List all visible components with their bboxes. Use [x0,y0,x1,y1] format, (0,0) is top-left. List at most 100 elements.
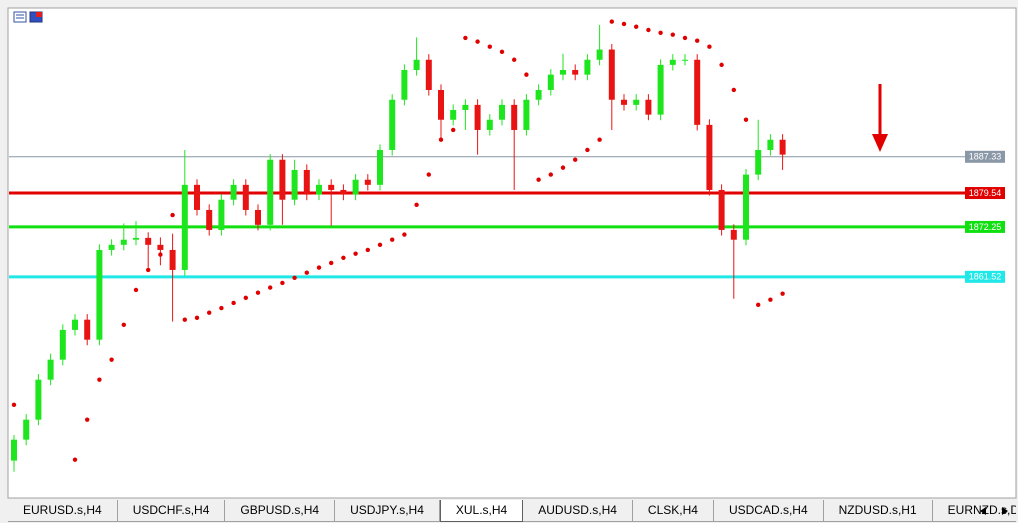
sar-dot [487,44,492,49]
candle-body [694,59,701,125]
candle-body [560,69,566,75]
sar-dot [426,172,431,177]
sar-dot [11,402,17,407]
candle-body [438,89,444,120]
price-label-box [965,187,1005,200]
chart-tab[interactable]: EURUSD.s,H4 [8,500,118,522]
candle-body [755,149,762,175]
sar-dot [85,417,90,422]
sar-dot [707,44,712,49]
candle-body [206,209,213,230]
candle-body [169,249,176,270]
sar-dot [133,287,139,293]
candle-body [633,99,640,105]
candle-body [47,359,54,380]
sar-dot [414,202,419,208]
candle-body [511,104,518,130]
sar-dot [231,300,236,306]
tab-scroll[interactable] [974,502,1014,520]
chart-tab[interactable]: CLSK,H4 [632,500,714,522]
sar-dot [768,297,773,302]
sar-dot [451,127,456,133]
candle-body [682,59,688,61]
candle-body [425,59,432,90]
candle-body [218,199,225,230]
candle-body [316,184,322,195]
candle-body [486,119,493,130]
sar-dot [243,295,248,301]
sar-dot [97,377,102,382]
chart-tab[interactable]: USDJPY.s,H4 [335,500,440,522]
sar-dot [207,310,212,315]
sar-dot [658,30,663,35]
candle-body [279,159,286,200]
sar-dot [573,157,578,162]
sar-dot [402,232,407,237]
candle-body [608,49,615,100]
sar-dot [524,72,529,77]
candle-body [669,59,676,65]
chart-tab[interactable]: GBPUSD.s,H4 [225,500,336,522]
candle-body [462,104,469,110]
sar-dot [695,38,700,43]
candle-body [657,64,664,115]
candle-body [328,184,335,190]
candle-body [352,179,359,195]
candle-body [547,74,554,90]
candle-body [499,104,505,120]
sar-dot [329,260,334,266]
chart-area [7,7,1017,499]
candle-body [401,69,408,100]
scroll-left[interactable] [980,507,986,515]
sar-dot [731,87,736,93]
candle-body [364,179,371,185]
candle-body [645,99,652,115]
candle-body [303,169,310,195]
sar-dot [597,137,602,142]
chart-tab[interactable]: AUDUSD.s,H4 [523,500,633,522]
candle-body [120,239,127,245]
sar-dot [512,57,517,62]
candle-body [340,189,347,195]
price-label-box [965,150,1005,163]
sar-dot [682,35,688,41]
candle-body [194,184,200,210]
sar-dot [268,285,273,290]
candle-body [145,237,152,245]
sar-dot [475,39,480,44]
chart-tab[interactable]: EURNZD.s,Daily [932,500,1016,522]
chart-tab[interactable]: USDCHF.s,H4 [117,500,226,522]
candle-body [96,249,103,340]
chart-tab[interactable]: USDCAD.s,H4 [713,500,824,522]
candle-body [11,439,17,461]
sar-dot [255,290,261,295]
sar-dot [365,247,370,253]
candle-body [242,184,249,210]
candle-body [706,124,713,190]
candle-body [523,99,530,130]
candle-body [59,329,66,360]
plot: 1887.33 1879.54 1872.25 1861.52 [9,19,1005,472]
sar-dot [316,265,322,270]
sell-arrow [872,84,888,152]
candle-body [108,244,115,250]
candle-body [743,174,749,240]
candle-body [413,59,420,70]
candle-body [450,109,457,120]
sar-dot [170,212,175,218]
candle-body [181,184,188,270]
candle-body [255,209,261,225]
chart-tab[interactable]: XUL.s,H4 [439,500,524,522]
chart: 1887.33 1879.54 1872.25 1861.52 [7,7,1017,499]
price-label-box [965,270,1005,283]
sar-dot [182,317,187,322]
candle-body [72,319,78,330]
chart-tab[interactable]: NZDUSD.s,H1 [823,500,933,522]
candle-body [389,99,396,150]
scroll-right[interactable] [1002,507,1008,515]
candle-body [767,139,774,150]
price-label: 1872.25 [969,222,1002,232]
sar-dot [634,24,639,29]
sar-dot [121,322,127,328]
